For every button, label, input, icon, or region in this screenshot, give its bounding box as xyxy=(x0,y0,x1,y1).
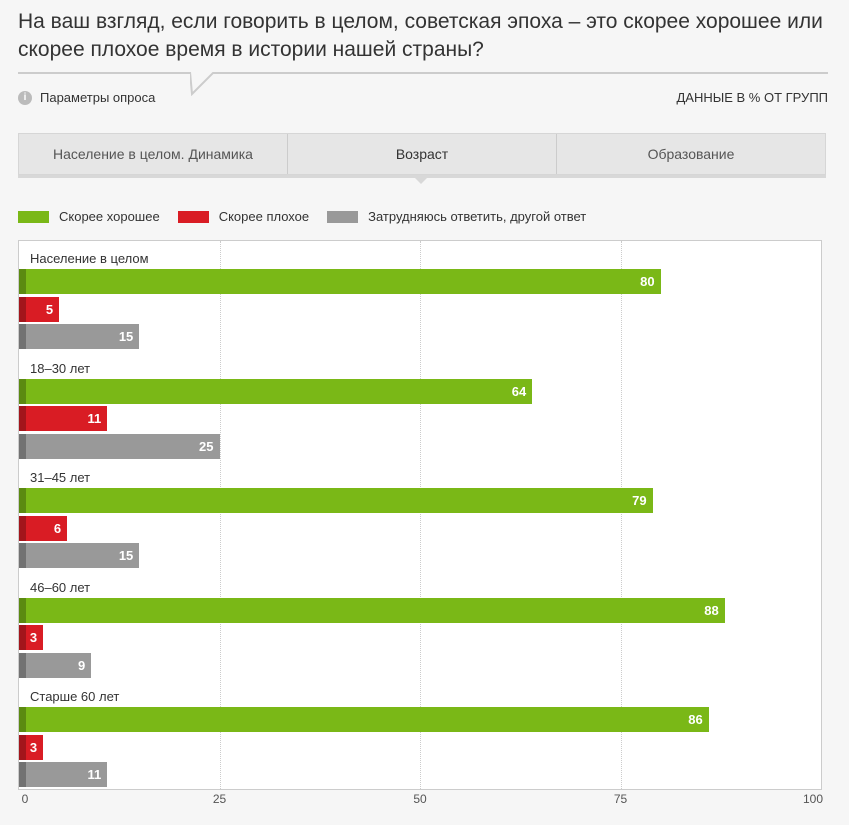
legend-label: Затрудняюсь ответить, другой ответ xyxy=(368,209,587,224)
bar: 80 xyxy=(19,269,661,294)
survey-params-label: Параметры опроса xyxy=(40,90,156,105)
bar: 64 xyxy=(19,378,533,404)
bar: 9 xyxy=(19,652,92,678)
bar-value-label: 9 xyxy=(77,657,86,673)
bar-value-label: 88 xyxy=(704,602,719,618)
gridline xyxy=(420,241,421,789)
bar: 79 xyxy=(19,488,653,513)
bar-value-label: 3 xyxy=(29,739,38,755)
bar-value-label: 5 xyxy=(45,301,54,317)
chart-plot: Население в целом 80 5 15 18–30 лет 64 11 25 31–… xyxy=(18,240,822,790)
group-label: 18–30 лет xyxy=(30,360,91,376)
group-label: 31–45 лет xyxy=(30,470,91,485)
bar-value-label: 11 xyxy=(87,411,102,426)
bar: 11 xyxy=(19,406,108,431)
bar: 15 xyxy=(19,324,140,349)
bar: 3 xyxy=(19,625,44,650)
bar-value-label: 80 xyxy=(640,274,655,289)
legend-item: Скорее хорошее xyxy=(18,209,160,224)
divider xyxy=(18,72,828,74)
bar-value-label: 3 xyxy=(29,630,38,645)
tab-age[interactable]: Возраст xyxy=(288,134,557,174)
gridline xyxy=(620,241,622,789)
bar-value-label: 6 xyxy=(53,520,62,536)
bar-value-label: 25 xyxy=(199,438,214,454)
bar-value-label: 86 xyxy=(688,712,703,727)
bar: 88 xyxy=(19,597,725,623)
survey-params-link[interactable]: i Параметры опроса xyxy=(18,90,155,105)
x-tick-label: 100 xyxy=(802,792,824,806)
info-icon: i xyxy=(18,90,32,105)
bar: 3 xyxy=(19,734,44,760)
bar: 25 xyxy=(19,433,220,459)
tab-population-dynamics[interactable]: Население в целом. Динамика xyxy=(19,134,288,174)
bar: 5 xyxy=(19,296,60,322)
x-tick-label: 25 xyxy=(212,792,227,806)
legend-label: Скорее хорошее xyxy=(59,209,160,224)
legend-item: Скорее плохое xyxy=(177,209,310,224)
bar-value-label: 79 xyxy=(632,493,647,508)
legend-item: Затрудняюсь ответить, другой ответ xyxy=(327,209,586,224)
tab-bar: Население в целом. Динамика Возраст Обра… xyxy=(18,133,826,175)
x-tick-label: 75 xyxy=(613,792,628,806)
bar-value-label: 15 xyxy=(118,329,134,344)
legend-swatch xyxy=(177,210,209,223)
legend-swatch xyxy=(18,210,49,223)
group-label: Старше 60 лет xyxy=(30,689,120,704)
group-label: Население в целом xyxy=(30,251,149,266)
x-tick-label: 0 xyxy=(21,792,29,806)
bar: 15 xyxy=(19,543,140,568)
bar: 6 xyxy=(19,515,68,541)
bar: 11 xyxy=(19,762,108,787)
x-tick-label: 50 xyxy=(413,792,427,806)
legend-swatch xyxy=(327,210,359,223)
bar-value-label: 11 xyxy=(87,767,102,782)
legend-label: Скорее плохое xyxy=(218,209,310,224)
divider-notch xyxy=(190,72,214,96)
bar-value-label: 15 xyxy=(118,548,134,563)
gridline xyxy=(219,241,221,789)
tab-education[interactable]: Образование xyxy=(647,146,735,162)
bar: 86 xyxy=(19,707,709,732)
chart-legend: Скорее хорошее Скорее плохое Затрудняюсь о… xyxy=(18,209,586,224)
bar-value-label: 64 xyxy=(511,383,527,399)
active-tab-indicator xyxy=(413,176,429,184)
units-label: ДАННЫЕ В % ОТ ГРУПП xyxy=(676,90,828,105)
question-title: На ваш взгляд, если говорить в целом, со… xyxy=(18,10,823,61)
group-label: 46–60 лет xyxy=(30,579,91,595)
